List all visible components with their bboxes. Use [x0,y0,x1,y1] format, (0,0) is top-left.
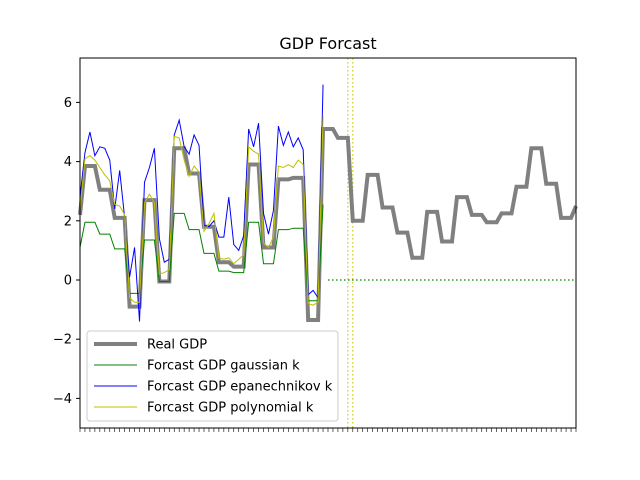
legend-label-1: Forcast GDP gaussian k [147,359,300,374]
y-tick-label: 2 [64,214,72,229]
chart-title: GDP Forcast [279,34,376,53]
y-tick-label: 0 [64,274,72,289]
y-axis: −4 −2 0 2 4 6 [53,96,80,407]
x-axis [79,428,577,432]
legend-box [86,330,339,422]
y-tick-label: −2 [53,333,72,348]
y-tick-label: −4 [53,392,72,407]
reference-lines [328,58,576,428]
legend-label-2: Forcast GDP epanechnikov k [147,380,333,395]
series-line-2 [79,84,324,322]
series-layer [78,84,578,322]
legend: Real GDP Forcast GDP gaussian k Forcast GD… [86,330,339,422]
series-line-1 [79,204,324,302]
legend-label-3: Forcast GDP polynomial k [147,401,314,416]
y-tick-label: 4 [64,155,72,170]
y-tick-label: 6 [64,96,72,111]
series-line-3 [79,115,324,306]
legend-label-0: Real GDP [147,338,207,353]
